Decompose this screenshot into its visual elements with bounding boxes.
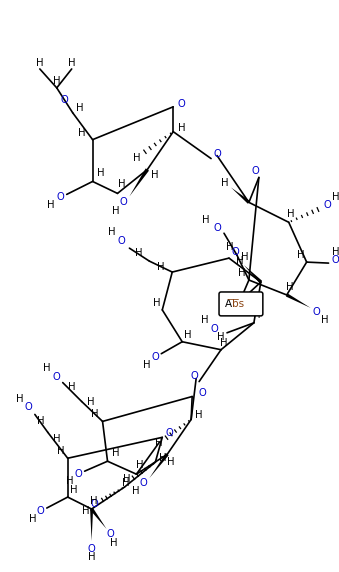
- Text: O: O: [120, 197, 127, 208]
- Text: H: H: [159, 453, 166, 463]
- Text: H: H: [136, 460, 143, 470]
- Text: H: H: [123, 474, 130, 484]
- Text: H: H: [122, 478, 129, 488]
- Text: O: O: [25, 403, 33, 412]
- Text: H: H: [132, 486, 139, 496]
- Text: H: H: [88, 552, 95, 562]
- Text: H: H: [321, 315, 328, 325]
- Polygon shape: [90, 509, 93, 541]
- Text: H: H: [157, 262, 164, 272]
- Text: O: O: [213, 149, 221, 158]
- Text: O: O: [107, 529, 114, 539]
- Text: H: H: [241, 252, 249, 262]
- Text: H: H: [53, 76, 60, 86]
- Text: O: O: [213, 223, 221, 233]
- Text: O: O: [118, 236, 125, 246]
- Text: O: O: [165, 428, 173, 438]
- Text: O: O: [91, 499, 98, 509]
- Text: H: H: [135, 248, 142, 258]
- Text: H: H: [178, 123, 186, 133]
- Text: H: H: [195, 411, 203, 420]
- Text: O: O: [57, 192, 65, 202]
- Text: H: H: [167, 457, 175, 467]
- Text: O: O: [324, 200, 332, 210]
- Text: H: H: [221, 178, 229, 188]
- Text: H: H: [201, 315, 209, 325]
- Text: H: H: [151, 170, 158, 181]
- Text: H: H: [47, 200, 55, 210]
- Text: H: H: [43, 363, 51, 372]
- Text: H: H: [133, 153, 140, 162]
- Text: H: H: [91, 410, 98, 419]
- Text: H: H: [287, 209, 295, 219]
- Text: O: O: [61, 95, 68, 105]
- Text: O: O: [152, 352, 159, 362]
- Text: O: O: [75, 469, 82, 479]
- Text: O: O: [53, 372, 61, 382]
- Text: H: H: [37, 416, 44, 426]
- FancyBboxPatch shape: [219, 292, 263, 316]
- Text: O: O: [313, 307, 320, 317]
- Text: H: H: [53, 434, 60, 444]
- Text: O: O: [190, 371, 198, 380]
- Text: H: H: [82, 506, 89, 516]
- Text: ̅b̅s: ̅b̅s: [232, 299, 244, 309]
- Text: H: H: [68, 58, 76, 68]
- Text: H: H: [76, 103, 83, 113]
- Text: O: O: [198, 388, 206, 398]
- Text: H: H: [29, 514, 37, 524]
- Text: H: H: [36, 58, 44, 68]
- Text: H: H: [87, 398, 94, 407]
- Text: H: H: [226, 242, 234, 252]
- Polygon shape: [90, 508, 106, 529]
- Text: H: H: [217, 332, 225, 342]
- Text: H: H: [332, 192, 339, 202]
- Text: H: H: [143, 360, 150, 370]
- Text: O: O: [231, 247, 239, 257]
- Text: O: O: [37, 506, 45, 516]
- Polygon shape: [244, 265, 262, 283]
- Text: H: H: [16, 395, 24, 404]
- Text: H: H: [184, 330, 192, 340]
- Text: H: H: [112, 206, 119, 216]
- Text: H: H: [97, 169, 104, 178]
- Text: H: H: [108, 227, 115, 237]
- Text: O: O: [177, 99, 185, 109]
- Text: H: H: [70, 485, 77, 495]
- Text: H: H: [202, 215, 210, 225]
- Text: O: O: [210, 324, 218, 334]
- Polygon shape: [286, 293, 311, 308]
- Text: H: H: [57, 446, 64, 456]
- Text: H: H: [253, 310, 261, 320]
- Text: O: O: [251, 165, 259, 176]
- Text: H: H: [155, 438, 162, 448]
- Polygon shape: [231, 188, 250, 204]
- Text: A: A: [225, 299, 232, 309]
- Text: H: H: [118, 180, 125, 189]
- Text: H: H: [238, 268, 246, 278]
- Text: O: O: [88, 544, 96, 554]
- Text: O: O: [227, 300, 235, 310]
- Text: H: H: [153, 298, 160, 308]
- Text: H: H: [112, 448, 119, 458]
- Text: H: H: [66, 476, 74, 486]
- Polygon shape: [129, 168, 149, 196]
- Text: H: H: [286, 282, 294, 292]
- Text: O: O: [139, 478, 147, 488]
- Text: H: H: [332, 247, 339, 257]
- Text: H: H: [78, 128, 85, 138]
- Text: H: H: [297, 250, 304, 260]
- Polygon shape: [149, 453, 169, 478]
- Text: O: O: [332, 255, 339, 265]
- Text: H: H: [110, 538, 117, 548]
- Text: H: H: [68, 382, 76, 392]
- Text: H: H: [220, 337, 228, 348]
- Text: H: H: [90, 496, 97, 506]
- Text: H: H: [236, 256, 244, 266]
